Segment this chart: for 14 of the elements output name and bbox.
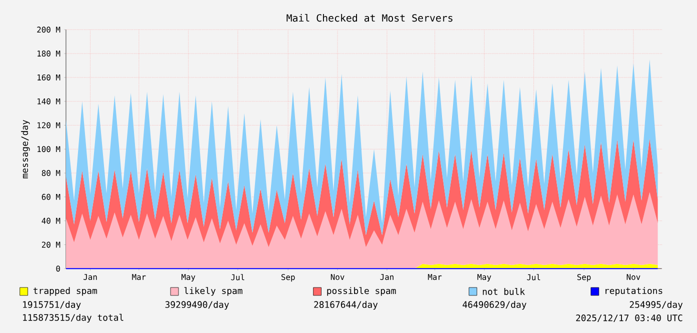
text: 115873515/day total bbox=[23, 314, 124, 323]
text: 254995/day bbox=[630, 300, 683, 310]
legend-label: trapped spam bbox=[34, 287, 97, 296]
y-axis-title: message/day bbox=[21, 120, 30, 178]
chart-title: Mail Checked at Most Servers bbox=[286, 14, 452, 22]
legend-label: reputations bbox=[606, 287, 662, 296]
legend-label: likely spam bbox=[184, 287, 242, 296]
text: 39299490/day bbox=[165, 300, 229, 310]
legend-label: not bulk bbox=[482, 288, 525, 295]
text: 28167644/day bbox=[314, 300, 378, 310]
legend-label: possible spam bbox=[327, 287, 396, 296]
text: 2025/12/17 03:40 UTC bbox=[576, 314, 682, 322]
text: 1915751/day bbox=[23, 300, 81, 310]
text: 46490629/day bbox=[462, 300, 526, 310]
